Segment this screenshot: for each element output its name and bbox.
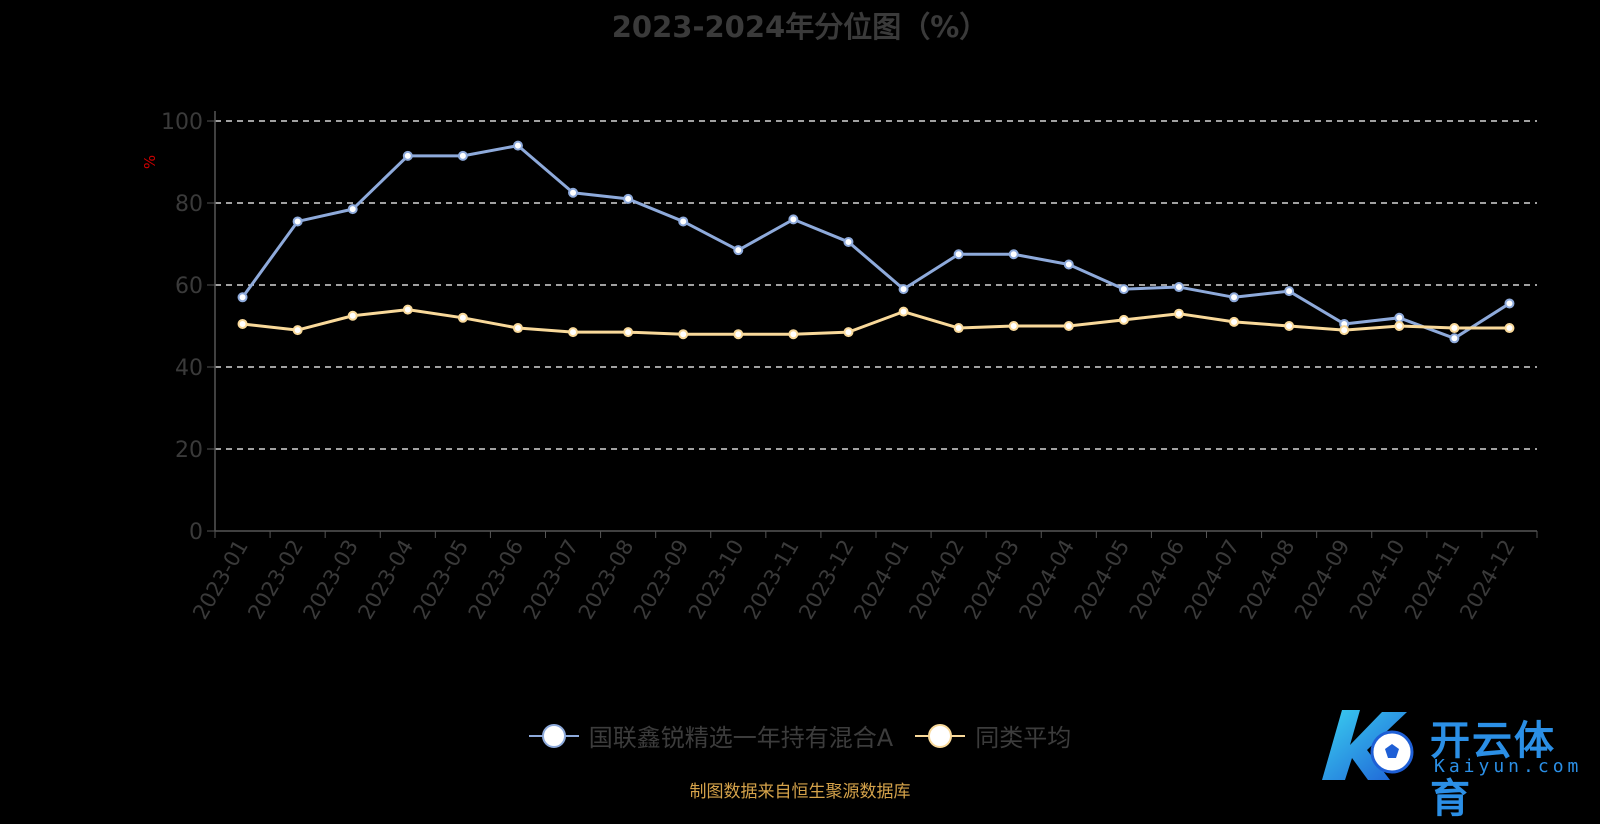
data-point	[623, 193, 634, 204]
legend-item-average[interactable]: 同类平均	[915, 718, 1071, 753]
data-point	[1229, 292, 1240, 303]
data-point	[678, 216, 689, 227]
data-point	[512, 323, 523, 334]
line-chart: 0 20 40 60 80 100 2023-012023-022023-032023-0…	[141, 110, 1538, 623]
data-point	[1394, 321, 1405, 331]
data-point	[1504, 298, 1515, 309]
x-tick-labels: 2023-012023-022023-032023-042023-052023-…	[188, 535, 1520, 623]
data-point	[1394, 312, 1405, 323]
y-tick-label: 40	[175, 356, 203, 381]
legend: 国联鑫锐精选一年持有混合A 同类平均	[0, 718, 1600, 753]
data-point	[1008, 249, 1019, 260]
watermark-domain: Kaiyun.com	[1434, 756, 1583, 777]
legend-item-fund[interactable]: 国联鑫锐精选一年持有混合A	[528, 718, 894, 753]
data-point	[568, 187, 579, 198]
data-point	[1063, 321, 1074, 331]
data-point	[1063, 259, 1074, 270]
y-axis-label: %	[141, 155, 159, 169]
data-point	[457, 150, 468, 161]
data-point	[788, 214, 799, 225]
data-point	[1284, 286, 1295, 297]
data-point	[347, 310, 358, 321]
data-point	[678, 329, 689, 340]
data-point	[623, 327, 634, 338]
legend-marker-fund	[528, 723, 579, 748]
source-note: 制图数据来自恒生聚源数据库	[689, 782, 911, 802]
data-point	[1008, 321, 1019, 331]
data-point	[1118, 314, 1129, 325]
data-point	[1339, 325, 1350, 336]
data-point	[1284, 321, 1295, 331]
kaiyun-logo-icon	[1322, 710, 1414, 780]
data-point	[1173, 308, 1184, 319]
data-point	[292, 325, 303, 336]
x-tick-label: 2024-12	[1455, 536, 1520, 624]
watermark-logo: 开云体育 Kaiyun.com	[1312, 700, 1592, 822]
series-lines	[237, 140, 1515, 344]
data-point	[402, 304, 413, 315]
y-tick-label: 0	[189, 520, 203, 545]
data-point	[843, 327, 854, 338]
y-tick-label: 20	[175, 438, 203, 463]
y-tick-label: 100	[161, 110, 203, 135]
data-point	[512, 140, 523, 151]
legend-label-average: 同类平均	[975, 724, 1072, 752]
chart-title: 2023-2024年分位图（%）	[611, 10, 989, 44]
data-point	[733, 245, 744, 256]
data-point	[1173, 282, 1184, 293]
y-tick-label: 80	[175, 192, 203, 217]
legend-marker-average	[915, 723, 966, 748]
data-point	[953, 249, 964, 260]
data-point	[568, 327, 579, 338]
data-point	[1118, 284, 1129, 295]
data-point	[1229, 316, 1240, 327]
y-tick-labels: 0 20 40 60 80 100	[161, 110, 203, 545]
data-point	[788, 329, 799, 340]
data-point	[457, 312, 468, 323]
data-point	[237, 318, 248, 329]
data-point	[953, 323, 964, 334]
data-point	[1449, 333, 1460, 344]
data-point	[733, 329, 744, 340]
axes	[207, 111, 1538, 538]
y-tick-label: 60	[175, 274, 203, 299]
legend-label-fund: 国联鑫锐精选一年持有混合A	[588, 724, 894, 752]
data-point	[237, 292, 248, 303]
grid-lines	[215, 120, 1537, 450]
data-point	[292, 216, 303, 227]
data-point	[1449, 323, 1460, 334]
data-point	[843, 236, 854, 247]
data-point	[898, 284, 909, 295]
data-point	[347, 204, 358, 215]
series-line-1	[242, 308, 1510, 336]
data-point	[898, 306, 909, 317]
series-line-0	[241, 144, 1511, 340]
data-point	[402, 150, 413, 161]
data-point	[1504, 323, 1515, 334]
